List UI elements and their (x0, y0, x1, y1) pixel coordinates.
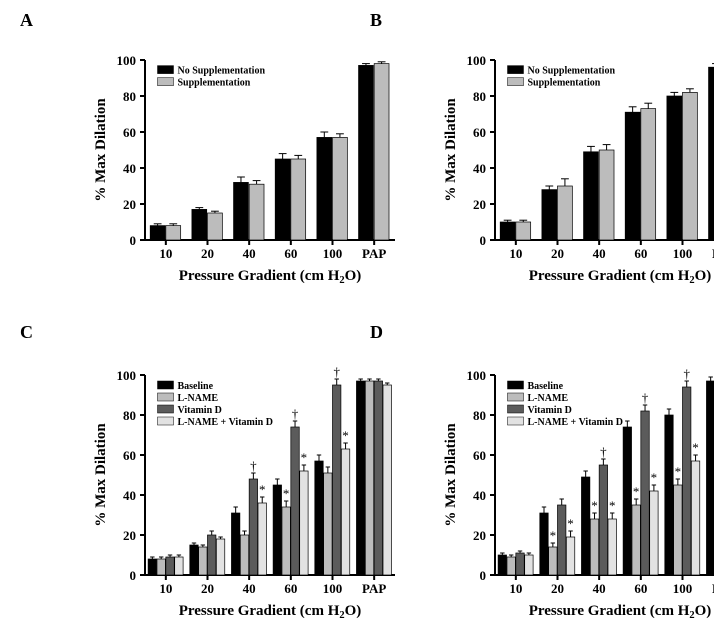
svg-text:0: 0 (130, 233, 137, 248)
chart-c: 020406080100% Max Dilation10204060100PAP… (90, 360, 340, 560)
chart-a: 020406080100% Max Dilation10204060100PAP… (90, 45, 340, 225)
svg-text:40: 40 (473, 488, 486, 503)
svg-text:†: † (292, 406, 299, 421)
svg-text:10: 10 (509, 246, 522, 261)
svg-text:60: 60 (473, 448, 486, 463)
svg-text:80: 80 (473, 89, 486, 104)
svg-text:0: 0 (130, 568, 137, 583)
svg-text:20: 20 (123, 197, 136, 212)
svg-text:†: † (333, 364, 340, 379)
svg-text:†: † (683, 366, 690, 381)
svg-text:80: 80 (123, 408, 136, 423)
svg-text:Pressure Gradient (cm H2O): Pressure Gradient (cm H2O) (529, 268, 712, 286)
svg-text:†: † (250, 458, 257, 473)
svg-text:†: † (642, 390, 649, 405)
svg-text:PAP: PAP (362, 246, 386, 261)
svg-text:No Supplementation: No Supplementation (178, 66, 266, 77)
svg-text:60: 60 (473, 125, 486, 140)
svg-text:*: * (301, 450, 308, 465)
svg-text:Supplementation: Supplementation (178, 78, 251, 89)
svg-text:0: 0 (480, 233, 487, 248)
svg-text:80: 80 (473, 408, 486, 423)
svg-text:40: 40 (593, 246, 606, 261)
svg-text:Vitamin D: Vitamin D (528, 405, 572, 416)
svg-text:Pressure Gradient (cm H2O): Pressure Gradient (cm H2O) (529, 603, 712, 621)
svg-text:100: 100 (673, 246, 693, 261)
svg-text:No Supplementation: No Supplementation (528, 66, 616, 77)
svg-text:100: 100 (117, 368, 137, 383)
svg-text:100: 100 (323, 581, 343, 596)
svg-text:*: * (651, 470, 658, 485)
svg-text:10: 10 (159, 581, 172, 596)
svg-text:Vitamin D: Vitamin D (178, 405, 222, 416)
svg-text:40: 40 (123, 161, 136, 176)
svg-text:60: 60 (123, 125, 136, 140)
svg-text:*: * (591, 498, 598, 513)
panel-label-d: D (370, 322, 383, 343)
svg-text:20: 20 (473, 528, 486, 543)
svg-text:*: * (259, 482, 266, 497)
svg-text:60: 60 (634, 246, 647, 261)
svg-text:100: 100 (673, 581, 693, 596)
svg-text:*: * (342, 428, 349, 443)
svg-text:100: 100 (467, 53, 487, 68)
svg-text:L-NAME + Vitamin D: L-NAME + Vitamin D (528, 417, 623, 428)
svg-text:20: 20 (123, 528, 136, 543)
svg-text:Supplementation: Supplementation (528, 78, 601, 89)
svg-text:% Max Dilation: % Max Dilation (443, 98, 459, 202)
svg-text:Pressure Gradient (cm H2O): Pressure Gradient (cm H2O) (179, 603, 362, 621)
svg-text:*: * (283, 486, 290, 501)
svg-text:40: 40 (123, 488, 136, 503)
svg-text:80: 80 (123, 89, 136, 104)
svg-text:PAP: PAP (362, 581, 386, 596)
svg-text:% Max Dilation: % Max Dilation (93, 423, 109, 527)
svg-text:10: 10 (159, 246, 172, 261)
svg-text:Baseline: Baseline (528, 381, 564, 392)
svg-text:100: 100 (467, 368, 487, 383)
svg-text:20: 20 (201, 581, 214, 596)
chart-d: 020406080100% Max Dilation10204060100PAP… (440, 360, 690, 560)
svg-text:40: 40 (243, 581, 256, 596)
svg-text:L-NAME + Vitamin D: L-NAME + Vitamin D (178, 417, 273, 428)
svg-text:*: * (692, 440, 699, 455)
svg-text:20: 20 (473, 197, 486, 212)
svg-text:60: 60 (123, 448, 136, 463)
svg-text:60: 60 (634, 581, 647, 596)
figure-root: A B C D 020406080100% Max Dilation102040… (0, 0, 714, 639)
svg-text:% Max Dilation: % Max Dilation (443, 423, 459, 527)
svg-text:% Max Dilation: % Max Dilation (93, 98, 109, 202)
svg-text:10: 10 (509, 581, 522, 596)
svg-text:*: * (567, 516, 574, 531)
svg-text:20: 20 (551, 246, 564, 261)
svg-text:*: * (675, 464, 682, 479)
chart-b: 020406080100% Max Dilation10204060100PAP… (440, 45, 690, 225)
panel-label-b: B (370, 10, 382, 31)
svg-text:40: 40 (243, 246, 256, 261)
svg-text:100: 100 (323, 246, 343, 261)
svg-text:*: * (550, 528, 557, 543)
panel-label-a: A (20, 10, 33, 31)
svg-text:†: † (600, 444, 607, 459)
svg-text:40: 40 (473, 161, 486, 176)
svg-text:L-NAME: L-NAME (528, 393, 569, 404)
svg-text:Pressure Gradient (cm H2O): Pressure Gradient (cm H2O) (179, 268, 362, 286)
panel-label-c: C (20, 322, 33, 343)
svg-text:20: 20 (551, 581, 564, 596)
svg-text:20: 20 (201, 246, 214, 261)
svg-text:*: * (633, 484, 640, 499)
svg-text:40: 40 (593, 581, 606, 596)
svg-text:Baseline: Baseline (178, 381, 214, 392)
svg-text:0: 0 (480, 568, 487, 583)
svg-text:*: * (609, 498, 616, 513)
svg-text:60: 60 (284, 246, 297, 261)
svg-text:100: 100 (117, 53, 137, 68)
svg-text:L-NAME: L-NAME (178, 393, 219, 404)
svg-text:60: 60 (284, 581, 297, 596)
